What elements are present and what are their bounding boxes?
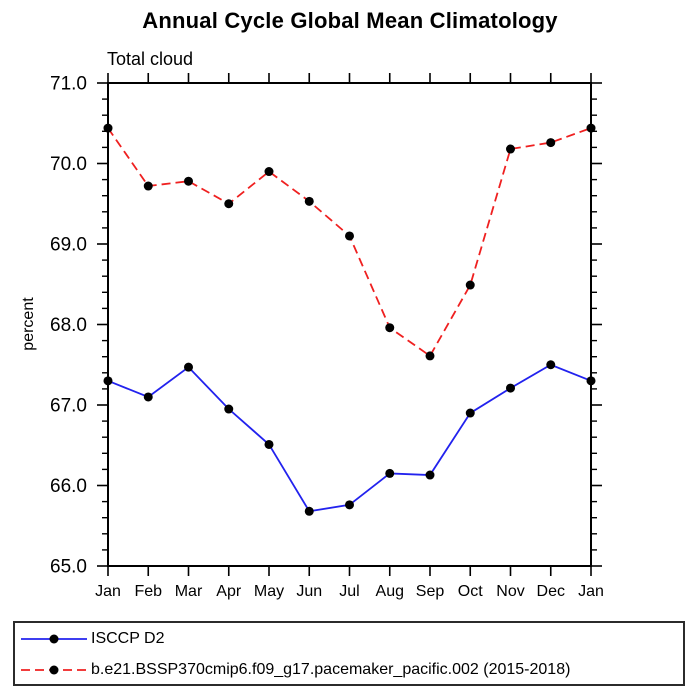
series-line-0 xyxy=(107,363,592,513)
x-axis-tick-label: May xyxy=(254,583,284,600)
data-point-marker xyxy=(264,439,274,449)
data-point-marker xyxy=(385,468,395,478)
y-axis-tick-label: 71.0 xyxy=(50,74,87,95)
x-axis-tick-label: Jan xyxy=(578,583,604,600)
data-point-marker xyxy=(425,351,435,361)
data-point-marker xyxy=(425,470,435,480)
legend: ISCCP D2 b.e21.BSSP370cmip6.f09_g17.pace… xyxy=(13,621,685,686)
x-axis-tick-label: Oct xyxy=(458,583,483,600)
data-point-marker xyxy=(224,404,234,414)
data-point-marker xyxy=(345,231,354,241)
data-point-marker xyxy=(586,123,596,133)
x-axis-tick-label: Jul xyxy=(339,583,359,600)
legend-sample-marker-1 xyxy=(49,665,59,674)
legend-line-sample-1 xyxy=(21,665,87,674)
legend-row-model: b.e21.BSSP370cmip6.f09_g17.pacemaker_pac… xyxy=(15,654,683,685)
chart-title: Annual Cycle Global Mean Climatology xyxy=(142,8,558,33)
data-point-marker xyxy=(304,196,314,206)
y-axis-tick-label: 67.0 xyxy=(50,396,87,417)
x-axis-tick-label: Nov xyxy=(496,583,524,600)
x-axis-tick-label: Mar xyxy=(175,583,203,600)
data-point-marker xyxy=(143,181,153,191)
data-point-marker xyxy=(103,376,113,386)
legend-label-0: ISCCP D2 xyxy=(91,629,165,647)
plot-frame xyxy=(107,82,592,567)
data-point-marker xyxy=(345,500,354,510)
data-point-marker xyxy=(385,323,395,333)
data-point-marker xyxy=(586,376,596,386)
x-axis-tick-label: Apr xyxy=(216,583,242,600)
data-point-marker xyxy=(143,392,153,402)
y-axis-tick-label: 69.0 xyxy=(50,235,87,256)
y-axis-tick-label: 65.0 xyxy=(50,557,87,578)
x-axis-tick-label: Aug xyxy=(376,583,404,600)
data-point-marker xyxy=(304,506,314,516)
legend-row-isccp: ISCCP D2 xyxy=(15,623,683,654)
data-point-marker xyxy=(465,280,475,290)
plot-area: 65.0 66.0 67.0 68.0 69.0 70.0 71.0 Jan Feb Mar Apr… xyxy=(50,73,604,600)
data-point-marker xyxy=(224,199,234,209)
x-axis-tick-label: Sep xyxy=(416,583,445,600)
data-point-marker xyxy=(184,362,193,372)
x-axis-tick-label: Dec xyxy=(537,583,565,600)
data-point-marker xyxy=(506,144,515,154)
data-point-marker xyxy=(546,138,556,148)
data-point-marker xyxy=(184,176,193,186)
data-point-marker xyxy=(103,123,113,133)
plot-subtitle: Total cloud xyxy=(107,49,194,69)
series-line-1 xyxy=(107,127,592,358)
legend-line-sample-0 xyxy=(21,634,87,643)
x-axis-tick-label: Jun xyxy=(296,583,322,600)
legend-label-1: b.e21.BSSP370cmip6.f09_g17.pacemaker_pac… xyxy=(91,660,571,678)
y-axis-tick-label: 68.0 xyxy=(50,315,87,336)
legend-sample-marker-0 xyxy=(49,634,59,643)
data-point-marker xyxy=(264,167,274,177)
y-axis-tick-label: 66.0 xyxy=(50,476,87,497)
x-axis-tick-label: Feb xyxy=(134,583,162,600)
x-axis-tick-label: Jan xyxy=(95,583,121,600)
data-point-marker xyxy=(506,383,515,393)
data-point-marker xyxy=(465,408,475,418)
data-point-marker xyxy=(546,360,556,370)
y-axis-tick-label: 70.0 xyxy=(50,154,87,175)
